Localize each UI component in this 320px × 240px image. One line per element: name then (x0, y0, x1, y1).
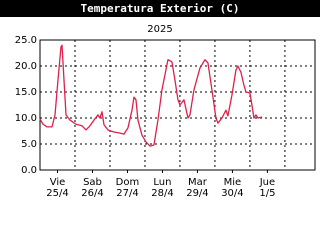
x-tick-label: Lun (153, 177, 171, 188)
plot-frame (39, 39, 316, 171)
title-bar (0, 0, 320, 17)
y-tick-label: 10.0 (15, 113, 37, 124)
y-tick-label: 0.0 (21, 165, 37, 176)
x-tick-label: 30/4 (221, 188, 243, 199)
x-tick-label: Mie (224, 177, 242, 188)
x-tick-label: Vie (50, 177, 66, 188)
x-tick-label: 1/5 (259, 188, 275, 199)
y-tick-label: 25.0 (15, 35, 37, 46)
x-tick-label: 28/4 (151, 188, 173, 199)
chart-title: Temperatura Exterior (C) (81, 2, 240, 15)
y-tick-label: 15.0 (15, 87, 37, 98)
x-tick-label: Jue (259, 177, 275, 188)
x-tick-label: 27/4 (116, 188, 138, 199)
x-tick-label: 29/4 (186, 188, 208, 199)
temperature-line (39, 44, 263, 147)
chart: Temperatura Exterior (C) 2025 0.0 5.0 10.0… (0, 0, 320, 199)
x-tick-label: Dom (116, 177, 140, 188)
x-tick-label: Sab (83, 177, 102, 188)
y-tick-label: 20.0 (15, 61, 37, 72)
x-tick-label: Mar (188, 177, 208, 188)
y-tick-label: 5.0 (21, 139, 37, 150)
x-tick-label: 25/4 (46, 188, 68, 199)
chart-subtitle: 2025 (147, 24, 172, 35)
x-tick-label: 26/4 (81, 188, 103, 199)
